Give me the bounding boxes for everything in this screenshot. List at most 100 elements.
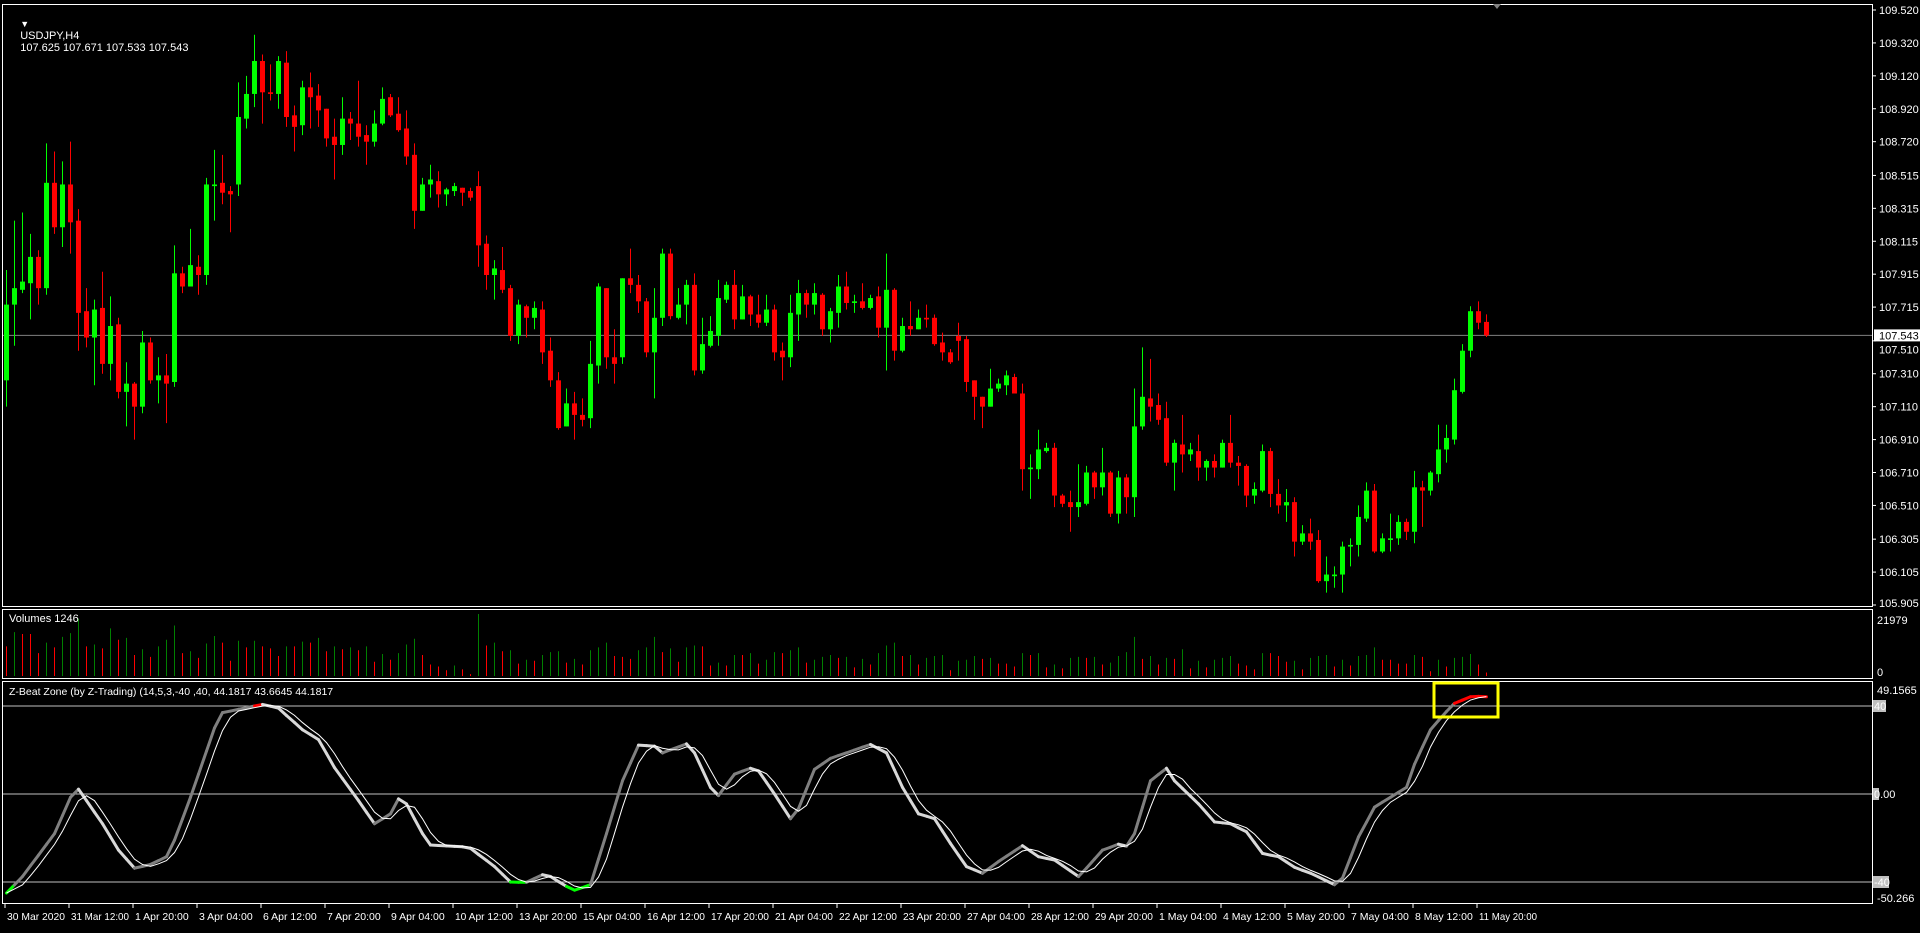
candle [1060,494,1065,507]
candle-body [1084,473,1089,504]
candle [348,112,353,140]
main-line-segment [783,806,791,818]
candle-body [1356,517,1361,545]
main-line-segment [1127,834,1135,847]
candle [916,310,921,330]
candle-body [388,97,393,115]
price-axis-label: 109.520 [1879,5,1919,17]
main-line-segment [895,770,903,787]
candle-body [156,375,161,380]
candle-body [508,288,513,336]
candle-body [252,61,257,94]
candle [1068,491,1073,532]
candle-body [652,318,657,353]
time-axis-label: 7 Apr 20:00 [327,911,381,923]
candle-body [1260,451,1265,491]
candle [396,97,401,132]
time-axis-label: 13 Apr 20:00 [519,911,577,923]
time-axis-label: 8 May 12:00 [1415,911,1473,923]
candle-body [1076,502,1081,507]
candle-body [1252,489,1257,496]
candle [628,249,633,293]
candle-body [196,267,201,275]
candle [412,143,417,229]
time-axis-label: 3 Apr 04:00 [199,911,253,923]
main-line-segment [1447,703,1455,711]
candle-body [84,311,89,337]
candle [52,152,57,234]
main-line-segment [23,866,31,877]
candle [588,341,593,428]
candle [1460,344,1465,393]
candle [1228,415,1233,468]
candle [340,97,345,155]
candle-body [116,324,121,391]
candle-body [140,342,145,406]
price-axis-label: 106.305 [1879,534,1919,546]
candle-body [308,87,313,97]
candle-body [860,301,865,308]
candle-body [228,191,233,194]
time-axis-label: 6 Apr 12:00 [263,911,317,923]
candle-body [380,99,385,124]
candle [1268,448,1273,507]
candle [1420,481,1425,527]
candle-body [1308,533,1313,541]
candle [572,392,577,440]
indicator-panel-frame [3,682,1873,904]
candle [1260,445,1265,493]
candle-body [36,257,41,288]
main-line-segment [55,816,63,834]
candle-body [212,184,217,186]
candle-body [1316,540,1321,581]
candle-body [772,310,777,353]
candle-body [428,180,433,185]
candle [316,84,321,127]
candle-body [1204,461,1209,468]
symbol-label: USDJPY,H4 [20,30,79,42]
candle [436,171,441,207]
main-line-segment [495,867,503,875]
candle [260,54,265,123]
time-axis-label: 4 May 12:00 [1223,911,1281,923]
candle [404,110,409,164]
candle [604,288,609,369]
time-axis-label: 31 Mar 12:00 [71,911,129,923]
candle [1180,415,1185,473]
triangle-down-icon[interactable]: ▼ [20,19,29,29]
candle-body [1044,448,1049,451]
candle [1076,464,1081,517]
price-panel[interactable] [3,4,1872,593]
candle [1028,454,1033,498]
candle [1364,482,1369,522]
candle-body [924,318,929,320]
candle-body [164,375,169,383]
candle [1244,464,1249,507]
candle [868,295,873,310]
candle-body [716,298,721,336]
chart-title[interactable]: ▼ USDJPY,H4 107.625 107.671 107.533 107.… [8,6,188,66]
candle [1316,530,1321,583]
main-line-segment [183,797,191,819]
candle-body [12,288,17,304]
candle-body [604,288,609,357]
candle [1052,443,1057,507]
candle [92,300,97,386]
time-axis-label: 17 Apr 20:00 [711,911,769,923]
lower-level-label: -40 [1874,877,1890,889]
indicator-panel[interactable] [3,683,1872,893]
main-line-segment [943,831,951,843]
candle-body [628,278,633,285]
time-axis-label: 23 Apr 20:00 [903,911,961,923]
main-line-segment [1423,730,1431,747]
main-line-segment [951,844,959,856]
candle-body [1468,311,1473,351]
candle [964,336,969,392]
main-line-segment [503,874,511,882]
candle-body [292,115,297,127]
candle [228,186,233,232]
main-line-segment [1135,807,1143,833]
candle [988,369,993,407]
volume-panel[interactable] [7,614,1487,676]
